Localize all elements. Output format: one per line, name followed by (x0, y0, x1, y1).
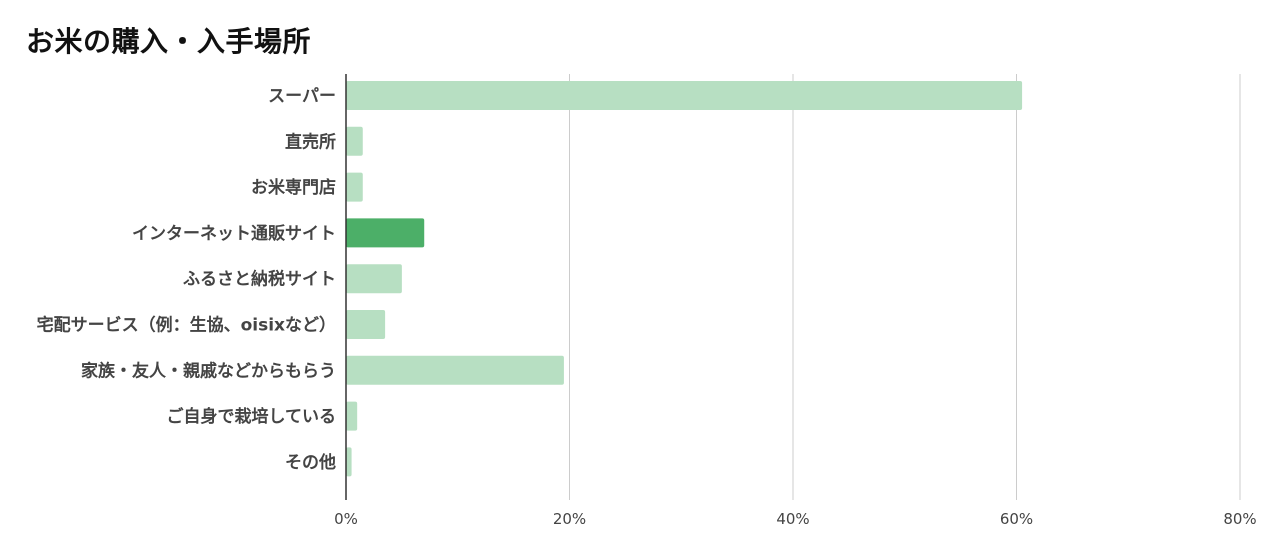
category-label: その他 (285, 452, 336, 473)
bars (346, 81, 1023, 477)
category-label: ご自身で栽培している (167, 406, 337, 427)
chart-title: お米の購入・入手場所 (26, 25, 312, 58)
category-label: お米専門店 (251, 177, 336, 198)
bar (346, 401, 358, 431)
bar (346, 81, 1023, 110)
bar (346, 218, 425, 248)
x-tick-label: 40% (776, 510, 809, 528)
category-label: ふるさと納税サイト (183, 269, 336, 290)
bar (346, 264, 402, 294)
category-label: インターネット通販サイト (132, 223, 336, 244)
category-label: 直売所 (285, 131, 336, 152)
bar (346, 447, 352, 477)
category-label: 宅配サービス（例：生協、oisixなど） (37, 315, 336, 336)
bar (346, 172, 363, 202)
x-tick-label: 0% (334, 510, 358, 528)
grid-lines (569, 74, 1241, 500)
bar (346, 355, 564, 385)
bar (346, 310, 386, 339)
x-tick-label: 60% (1000, 510, 1033, 528)
category-label: スーパー (268, 87, 336, 107)
x-tick-labels: 0% 20% 40% 60% 80% (334, 510, 1257, 528)
x-tick-label: 20% (553, 510, 586, 528)
bar (346, 126, 363, 156)
x-tick-label: 80% (1223, 510, 1256, 528)
category-label: 家族・友人・親戚などからもらう (81, 360, 336, 381)
category-labels: スーパー直売所お米専門店インターネット通販サイトふるさと納税サイト宅配サービス（… (37, 87, 336, 473)
